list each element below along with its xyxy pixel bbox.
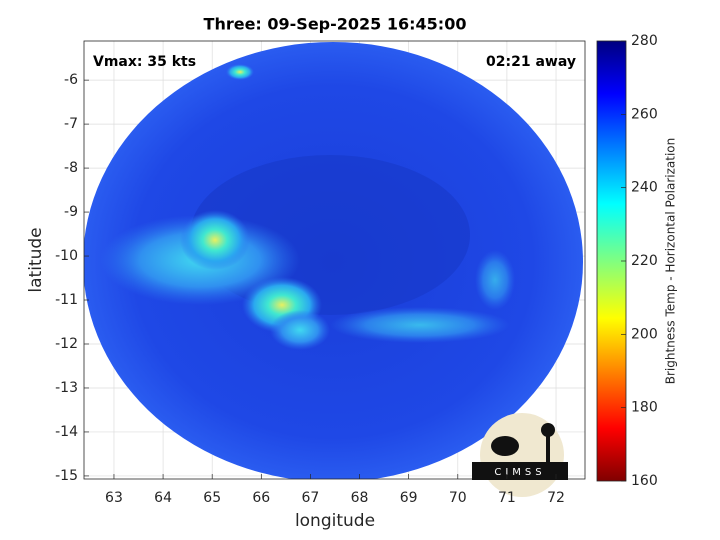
x-tick-label: 66 bbox=[252, 490, 270, 506]
colorbar-tick-label: 280 bbox=[631, 33, 658, 49]
x-tick-label: 69 bbox=[400, 490, 418, 506]
chart-title: Three: 09-Sep-2025 16:45:00 bbox=[204, 15, 467, 34]
colorbar-tick-label: 200 bbox=[631, 326, 658, 342]
x-tick-label: 65 bbox=[203, 490, 221, 506]
y-tick-label: -15 bbox=[55, 468, 78, 484]
colorbar-tick-label: 260 bbox=[631, 106, 658, 122]
y-axis-label: latitude bbox=[26, 227, 46, 292]
colorbar-label: Brightness Temp - Horizontal Polarizatio… bbox=[664, 138, 678, 385]
x-tick-label: 70 bbox=[449, 490, 467, 506]
x-tick-label: 63 bbox=[105, 490, 123, 506]
x-tick-label: 72 bbox=[547, 490, 565, 506]
colorbar-tick-label: 220 bbox=[631, 253, 658, 269]
annotation: Vmax: 35 kts bbox=[93, 54, 196, 70]
colorbar-tick-label: 160 bbox=[631, 473, 658, 489]
y-tick-label: -9 bbox=[64, 204, 78, 220]
x-tick-label: 71 bbox=[498, 490, 516, 506]
y-tick-label: -7 bbox=[64, 116, 78, 132]
x-tick-label: 67 bbox=[302, 490, 320, 506]
y-tick-label: -6 bbox=[64, 72, 78, 88]
x-axis-label: longitude bbox=[295, 511, 375, 531]
y-tick-label: -10 bbox=[55, 248, 78, 264]
y-tick-label: -12 bbox=[55, 336, 78, 352]
x-tick-label: 68 bbox=[351, 490, 369, 506]
colorbar-tick-label: 180 bbox=[631, 400, 658, 416]
x-tick-label: 64 bbox=[154, 490, 172, 506]
y-tick-label: -13 bbox=[55, 380, 78, 396]
annotation: 02:21 away bbox=[486, 54, 576, 70]
y-tick-label: -8 bbox=[64, 160, 78, 176]
satellite-image bbox=[84, 42, 583, 479]
plot-frame bbox=[83, 40, 586, 480]
logo-text: CIMSS bbox=[494, 467, 545, 478]
colorbar-tick-label: 240 bbox=[631, 180, 658, 196]
y-tick-label: -11 bbox=[55, 292, 78, 308]
logo: CIMSS bbox=[472, 413, 568, 497]
y-tick-label: -14 bbox=[55, 424, 78, 440]
